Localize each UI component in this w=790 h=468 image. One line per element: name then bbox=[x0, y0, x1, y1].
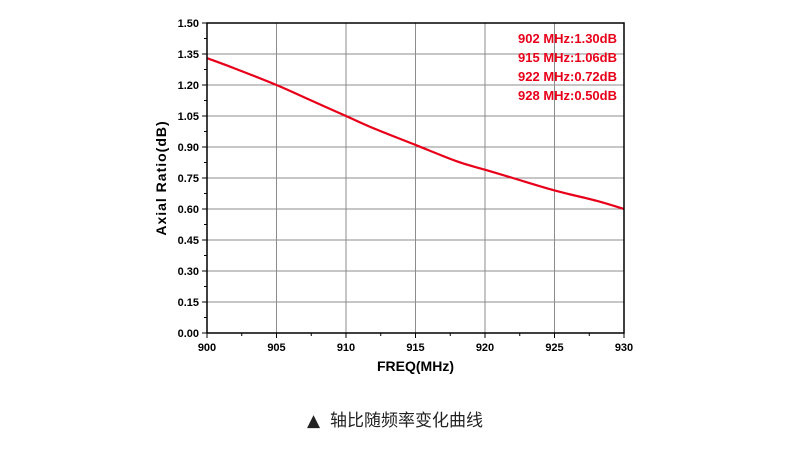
x-tick-label: 920 bbox=[476, 342, 494, 354]
series-group bbox=[206, 57, 625, 211]
annotation-label: 928 MHz:0.50dB bbox=[518, 88, 617, 103]
y-tick-label: 1.05 bbox=[178, 111, 199, 123]
figure-caption: ▲ 轴比随频率变化曲线 bbox=[0, 406, 790, 431]
x-tick-label: 900 bbox=[198, 342, 216, 354]
y-tick-label: 0.30 bbox=[178, 266, 199, 278]
annotations: 902 MHz:1.30dB 915 MHz:1.06dB 922 MHz:0.72… bbox=[518, 31, 617, 103]
y-tick-label: 1.50 bbox=[178, 18, 199, 30]
y-tick-label: 0.15 bbox=[178, 297, 199, 309]
annotation-label: 902 MHz:1.30dB bbox=[518, 31, 617, 46]
grid bbox=[207, 23, 624, 333]
triangle-icon: ▲ bbox=[306, 411, 321, 431]
y-tick-label: 0.00 bbox=[178, 328, 199, 340]
annotation-label: 922 MHz:0.72dB bbox=[518, 69, 617, 84]
y-tick-label: 0.45 bbox=[178, 235, 199, 247]
annotation-label: 915 MHz:1.06dB bbox=[518, 50, 617, 65]
y-tick-label: 0.60 bbox=[178, 204, 199, 216]
series-line bbox=[206, 57, 625, 211]
y-axis-label: Axial Ratio(dB) bbox=[153, 120, 169, 235]
x-axis-label: FREQ(MHz) bbox=[377, 358, 454, 374]
y-tick-label: 1.20 bbox=[178, 80, 199, 92]
y-tick-label: 1.35 bbox=[178, 49, 199, 61]
x-axis-ticks: 900 905 910 915 920 925 930 bbox=[198, 333, 633, 354]
x-tick-label: 925 bbox=[545, 342, 563, 354]
x-tick-label: 910 bbox=[337, 342, 355, 354]
y-tick-label: 0.75 bbox=[178, 173, 199, 185]
y-tick-label: 0.90 bbox=[178, 142, 199, 154]
x-tick-label: 915 bbox=[406, 342, 424, 354]
x-tick-label: 905 bbox=[267, 342, 285, 354]
plot-frame bbox=[206, 22, 625, 334]
x-tick-label: 930 bbox=[615, 342, 633, 354]
caption-text: 轴比随频率变化曲线 bbox=[330, 411, 484, 431]
y-axis-ticks: 0.00 0.15 0.30 0.45 0.60 0.75 0.90 1.05 1.20 1.35… bbox=[178, 18, 207, 340]
